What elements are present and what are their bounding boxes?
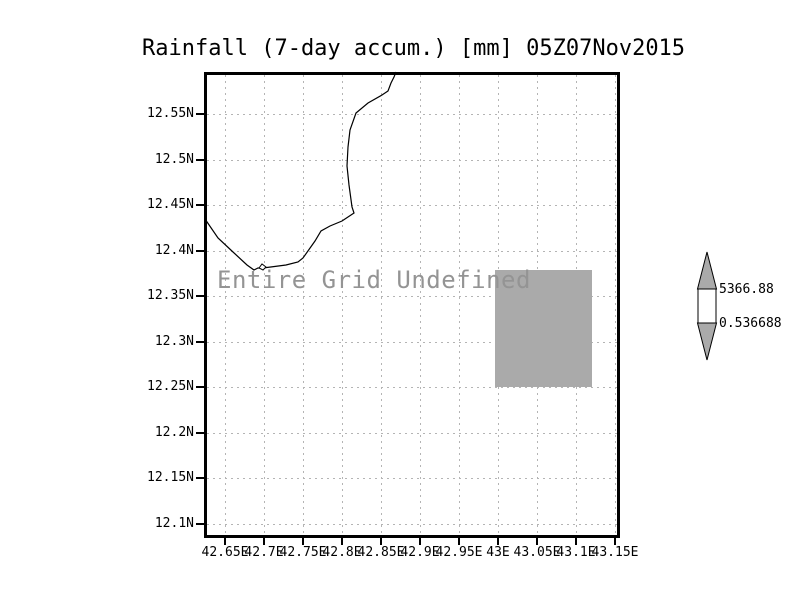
y-tick-mark (196, 431, 204, 434)
gridline-horizontal (207, 523, 617, 525)
x-tick-label: 43.05E (513, 545, 561, 560)
gridline-horizontal (207, 387, 617, 388)
gridline-vertical (225, 75, 226, 535)
x-tick-mark (302, 538, 304, 545)
status-text: Entire Grid Undefined (217, 266, 531, 294)
gridline-horizontal (207, 341, 617, 343)
plot-title: Rainfall (7-day accum.) [mm] 05Z07Nov201… (142, 36, 686, 61)
y-tick-mark (196, 386, 204, 388)
y-tick-label: 12.4N (154, 242, 194, 258)
gridline-horizontal (207, 478, 617, 479)
x-tick-mark (614, 538, 616, 545)
y-tick-label: 12.3N (154, 333, 194, 349)
y-tick-label: 12.55N (147, 106, 194, 121)
y-tick-mark (196, 249, 204, 252)
x-tick-label: 43.1E (556, 545, 596, 560)
y-tick-mark (196, 158, 204, 161)
x-tick-mark (224, 538, 226, 545)
x-tick-mark (380, 538, 382, 545)
gridline-vertical (615, 75, 616, 535)
island-marker (258, 263, 267, 271)
x-tick-mark (341, 538, 343, 545)
undefined-region-rect (495, 270, 592, 387)
gridline-vertical (303, 75, 304, 535)
y-tick-mark (196, 340, 204, 343)
y-tick-label: 12.15N (147, 470, 194, 485)
gridline-horizontal (207, 159, 617, 161)
gridline-vertical (459, 75, 460, 535)
plot-frame (204, 72, 620, 538)
x-tick-label: 43E (486, 545, 510, 560)
x-tick-label: 42.65E (201, 545, 249, 560)
colorbar-max-label: 5366.88 (719, 282, 774, 297)
colorbar-lower-triangle (696, 322, 718, 361)
x-tick-label: 42.75E (279, 545, 327, 560)
y-tick-mark (196, 522, 204, 525)
y-tick-mark (196, 477, 204, 479)
colorbar (696, 251, 718, 361)
gridline-horizontal (207, 296, 617, 297)
y-tick-label: 12.5N (154, 151, 194, 167)
gridline-horizontal (207, 250, 617, 252)
coastline-path (204, 71, 397, 271)
y-tick-label: 12.25N (147, 379, 194, 394)
y-tick-mark (196, 295, 204, 297)
gridline-horizontal (207, 205, 617, 206)
x-tick-label: 42.95E (435, 545, 483, 560)
x-tick-mark (263, 538, 265, 545)
gridline-horizontal (207, 114, 617, 115)
x-tick-label: 42.9E (400, 545, 440, 560)
colorbar-min-label: 0.536688 (719, 316, 782, 331)
x-tick-mark (575, 538, 577, 545)
x-tick-mark (458, 538, 460, 545)
y-tick-label: 12.35N (147, 288, 194, 303)
x-tick-mark (536, 538, 538, 545)
y-tick-label: 12.2N (154, 424, 194, 440)
x-tick-mark (419, 538, 421, 545)
gridline-vertical (420, 75, 421, 535)
y-tick-label: 12.1N (154, 515, 194, 531)
x-tick-label: 43.15E (591, 545, 639, 560)
y-tick-label: 12.45N (147, 197, 194, 212)
x-tick-label: 42.7E (244, 545, 284, 560)
x-tick-mark (497, 538, 499, 545)
y-tick-mark (196, 113, 204, 115)
x-tick-label: 42.8E (322, 545, 362, 560)
y-tick-mark (196, 204, 204, 206)
x-tick-label: 42.85E (357, 545, 405, 560)
gridline-horizontal (207, 432, 617, 434)
gridline-vertical (342, 75, 343, 535)
gridline-vertical (264, 75, 265, 535)
gridline-vertical (381, 75, 382, 535)
